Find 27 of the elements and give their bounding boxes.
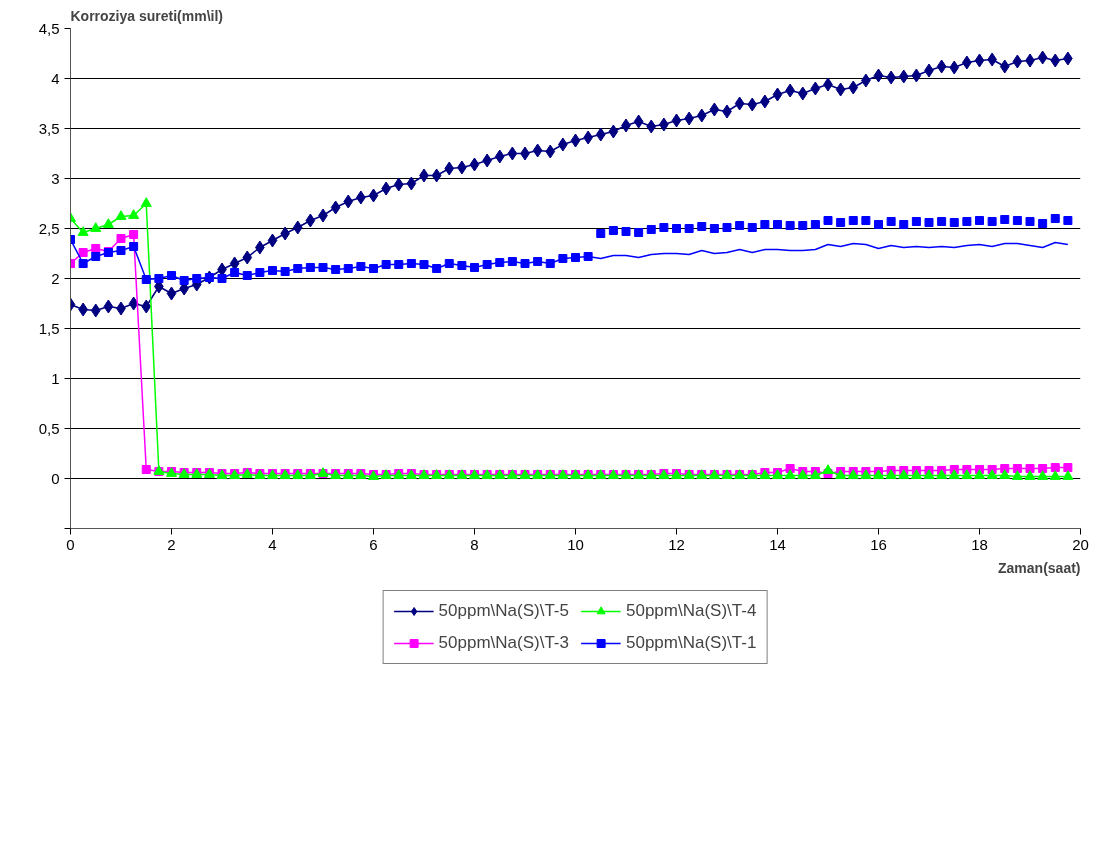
x-tick-label: 16 — [870, 535, 887, 553]
y-tick-label: 3 — [51, 169, 60, 187]
y-tick-label: 0,5 — [38, 419, 60, 437]
legend-label: 50ppm\Na(S)\T-4 — [626, 601, 757, 621]
x-tick-label: 0 — [66, 535, 75, 553]
y-axis-title: Korroziya sureti(mm\il) — [70, 7, 223, 24]
y-tick-label: 1 — [51, 369, 60, 387]
y-tick-label: 1,5 — [38, 319, 60, 337]
x-tick-label: 14 — [769, 535, 786, 553]
y-tick-label: 2,5 — [38, 219, 60, 237]
x-tick-label: 2 — [167, 535, 176, 553]
y-tick-label: 2 — [51, 269, 60, 287]
x-tick-label: 4 — [268, 535, 277, 553]
y-tick-label: 4,5 — [38, 19, 60, 37]
x-tick-label: 20 — [1072, 535, 1089, 553]
legend-label: 50ppm\Na(S)\T-5 — [438, 601, 569, 621]
x-tick-label: 18 — [971, 535, 988, 553]
legend-label: 50ppm\Na(S)\T-1 — [626, 633, 757, 653]
y-tick-label: 3,5 — [38, 119, 60, 137]
x-axis-title: Zaman(saat) — [998, 559, 1081, 576]
x-tick-label: 8 — [470, 535, 479, 553]
x-tick-label: 10 — [567, 535, 584, 553]
legend-label: 50ppm\Na(S)\T-3 — [438, 633, 569, 653]
x-tick-label: 12 — [668, 535, 685, 553]
y-tick-label: 0 — [51, 469, 60, 487]
y-tick-label: 4 — [51, 69, 60, 87]
x-tick-label: 6 — [369, 535, 378, 553]
